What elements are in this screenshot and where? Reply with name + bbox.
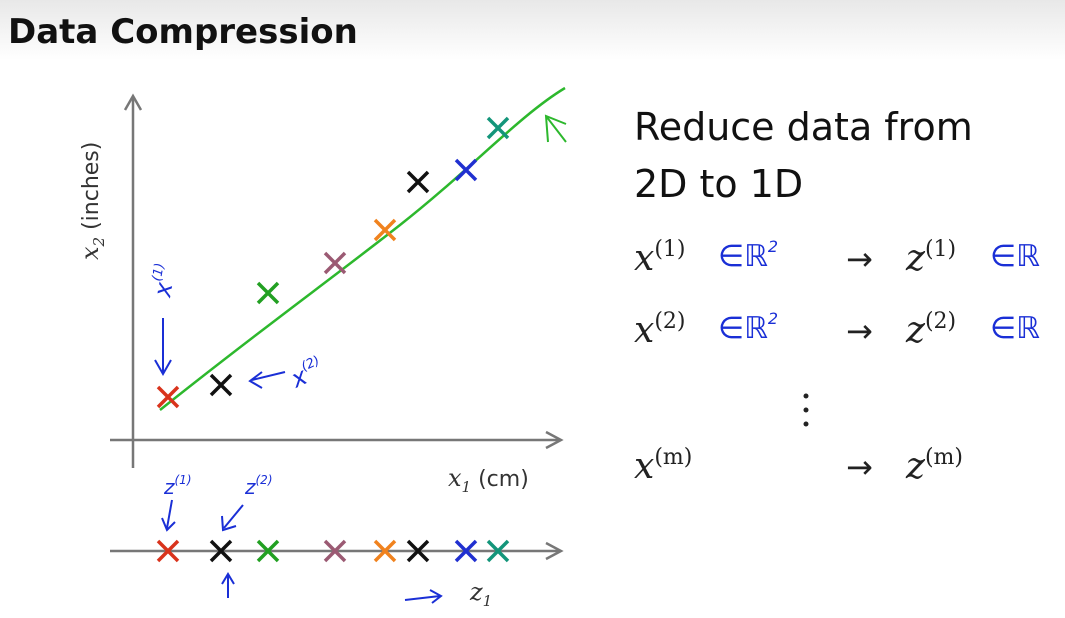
symbol: x (634, 238, 654, 279)
cross-marker (406, 539, 430, 563)
cross-marker (454, 539, 478, 563)
hand-set: ∈ℝ (990, 239, 1040, 274)
symbol: z (905, 310, 926, 351)
text-line: 2D to 1D (634, 162, 803, 206)
dot (803, 393, 809, 399)
dot (803, 407, 809, 413)
cross-marker (486, 116, 510, 140)
title: Data Compression (8, 12, 358, 52)
hand-arrow (404, 589, 443, 604)
hand-arrow (248, 371, 286, 389)
math-term: z(m) (905, 445, 963, 487)
cross-marker (209, 373, 233, 397)
hand-mark (544, 114, 567, 143)
annotation: z(1) (163, 473, 192, 499)
arrow: → (846, 240, 873, 278)
title-bar (0, 0, 1065, 60)
arrow: → (846, 312, 873, 350)
hand-arrow (154, 318, 172, 377)
hand-set: ∈ℝ2 (718, 237, 778, 274)
x-arrow (545, 430, 564, 450)
symbol: z (905, 446, 926, 487)
hand-set: ∈ℝ (990, 311, 1040, 346)
mapping-rows: x(1) ∈ℝ2 → z(1) ∈ℝx(2) ∈ℝ2 → z(2) ∈ℝx(m) → z(m) (634, 237, 1040, 487)
set: ∈ℝ (718, 239, 768, 274)
symbol: z (905, 238, 926, 279)
dot (803, 421, 809, 427)
x-axis-label: x1 (cm) (448, 464, 529, 496)
hand-arrow (221, 572, 235, 598)
z-arrow (545, 541, 564, 561)
superscript: (m) (654, 445, 692, 470)
superscript: (1) (654, 237, 685, 262)
cross-marker (256, 281, 280, 305)
math-term: z(1) (905, 237, 956, 279)
annotation: z(2) (244, 473, 273, 499)
cross-marker (373, 539, 397, 563)
hand-arrow (161, 499, 176, 532)
explanation: Reduce data from 2D to 1D (634, 105, 973, 206)
symbol: x (634, 310, 654, 351)
hand-set: ∈ℝ2 (718, 309, 778, 346)
text-line: Reduce data from (634, 105, 973, 149)
y-arrow (123, 93, 143, 111)
cross-marker (156, 385, 180, 409)
y-axis-label: x2 (inches) (76, 142, 108, 260)
arrow: → (846, 448, 873, 486)
hand-arrow (221, 504, 244, 532)
plot-2d: x2 (inches) x1 (cm) (76, 86, 566, 496)
annotation: x(1) (147, 262, 181, 300)
cross-marker (256, 539, 280, 563)
symbol: x (634, 446, 654, 487)
set: ∈ℝ (718, 311, 768, 346)
superscript: (2) (925, 309, 956, 334)
cross-marker (209, 539, 233, 563)
cross-marker (406, 170, 430, 194)
math-term: x(m) (634, 445, 692, 487)
superscript: (1) (925, 237, 956, 262)
cross-marker (373, 218, 397, 242)
z-axis-label: z1 (469, 578, 492, 610)
superscript: (m) (925, 445, 963, 470)
cross-marker (323, 251, 347, 275)
points-2d (156, 116, 510, 409)
math-term: x(2) (634, 309, 685, 351)
cross-marker (323, 539, 347, 563)
superscript: (2) (654, 309, 685, 334)
math-term: z(2) (905, 309, 956, 351)
cross-marker (486, 539, 510, 563)
ellipsis (803, 393, 809, 427)
points-1d (156, 539, 510, 563)
math-term: x(1) (634, 237, 685, 279)
superscript: 2 (768, 237, 778, 256)
superscript: 2 (768, 309, 778, 328)
cross-marker (156, 539, 180, 563)
cross-marker (454, 158, 478, 182)
projection-line (159, 86, 566, 411)
